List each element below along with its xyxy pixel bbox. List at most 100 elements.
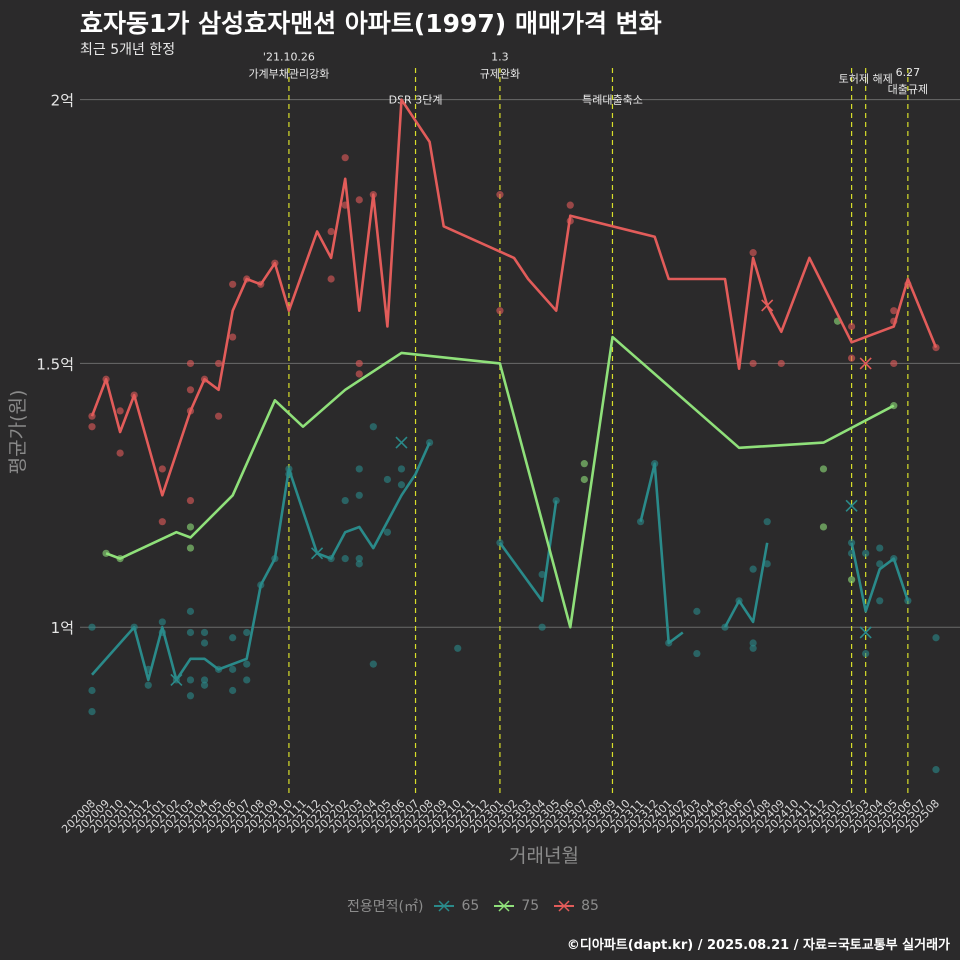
trade-point-65 (200, 681, 209, 689)
trade-point-85 (215, 359, 223, 368)
trade-point-65 (862, 549, 870, 557)
y-axis-label: 평균가(원) (7, 390, 29, 475)
trade-point-85 (355, 196, 363, 204)
trade-point-65 (454, 644, 462, 652)
trade-point-65 (848, 539, 856, 547)
trade-point-65 (552, 496, 560, 505)
trade-point-65 (88, 686, 96, 695)
trade-point-65 (186, 607, 195, 615)
trade-point-75 (186, 523, 195, 531)
trade-point-65 (763, 560, 771, 568)
trade-point-85 (116, 407, 124, 415)
trade-point-85 (186, 496, 195, 505)
trade-point-65 (932, 766, 940, 774)
trade-point-65 (749, 639, 757, 647)
trade-point-65 (355, 491, 363, 499)
trade-point-65 (369, 423, 377, 431)
trade-point-65 (243, 628, 251, 637)
trade-point-65 (88, 707, 96, 716)
trade-point-85 (229, 280, 237, 288)
cancelled-mark-stroke (845, 499, 858, 512)
trade-point-65 (355, 465, 363, 473)
trade-point-85 (327, 275, 335, 283)
cancelled-mark-stroke (395, 436, 408, 449)
trade-point-85 (890, 307, 898, 315)
trade-point-65 (763, 518, 771, 526)
trade-point-65 (538, 623, 546, 631)
policy-event-label: 대출규제 (888, 83, 928, 96)
avg-price-line-85 (90, 98, 938, 497)
trade-point-85 (777, 359, 785, 368)
trade-point-75 (819, 465, 828, 473)
cancelled-mark-stroke (761, 299, 774, 312)
trade-point-75 (580, 460, 588, 468)
trade-point-85 (229, 333, 237, 341)
trade-point-85 (496, 191, 504, 199)
chart-title: 효자동1가 삼성효자맨션 아파트(1997) 매매가격 변화 (80, 9, 662, 38)
trade-point-65 (693, 649, 701, 658)
cancelled-trade-85 (859, 357, 872, 370)
trade-point-65 (355, 560, 363, 568)
trade-point-85 (355, 370, 363, 378)
source-caption: ©디아파트(dapt.kr) / 2025.08.21 / 자료=국토교통부 실… (566, 938, 950, 953)
trade-point-65 (693, 607, 701, 615)
trade-point-65 (383, 475, 391, 484)
trade-point-85 (566, 201, 574, 209)
trade-point-65 (229, 665, 237, 673)
trade-point-65 (243, 660, 251, 668)
legend-title: 전용면적(㎡) (347, 899, 424, 915)
trade-point-85 (158, 465, 166, 473)
cancelled-trade-65 (170, 673, 183, 687)
policy-event-label: 6.27 (896, 66, 921, 79)
trade-point-75 (186, 544, 195, 552)
trade-point-65 (229, 634, 237, 642)
trade-point-65 (876, 560, 884, 568)
trade-point-65 (876, 597, 884, 605)
trade-point-65 (341, 496, 349, 505)
trade-point-65 (749, 644, 757, 652)
legend-item-65: 65 (433, 898, 479, 914)
trade-point-65 (144, 681, 152, 689)
trade-point-65 (200, 628, 209, 637)
trade-point-85 (848, 354, 856, 362)
trade-point-65 (200, 639, 209, 647)
y-tick-label: 1억 (51, 619, 74, 637)
trade-point-85 (116, 449, 124, 457)
cancelled-trade-65 (311, 547, 324, 560)
avg-price-line-65 (639, 462, 684, 645)
legend-label-85: 85 (581, 898, 599, 914)
policy-event-label: DSR 3단계 (389, 94, 443, 107)
cancelled-mark-stroke (859, 626, 872, 639)
trade-point-85 (215, 412, 223, 420)
x-axis-label: 거래년월 (509, 845, 579, 867)
trade-point-65 (186, 628, 195, 637)
trade-point-85 (890, 359, 898, 368)
y-tick-label: 2억 (51, 92, 74, 110)
cancelled-trade-85 (761, 299, 774, 312)
cancelled-trade-65 (395, 436, 408, 449)
trade-point-65 (932, 634, 940, 642)
trade-point-65 (158, 618, 166, 626)
legend-swatch-85-icon (554, 900, 575, 912)
trade-point-65 (355, 555, 363, 563)
policy-event-label: 1.3 (491, 50, 509, 63)
trade-point-75 (848, 576, 856, 584)
chart-subtitle: 최근 5개년 한정 (80, 42, 176, 58)
cancelled-trade-65 (845, 499, 858, 512)
trade-point-85 (186, 359, 195, 368)
legend-swatch-65-icon (434, 900, 455, 912)
legend-label-75: 75 (521, 898, 540, 914)
trade-point-85 (158, 518, 166, 526)
trade-point-85 (749, 249, 757, 257)
policy-event-label: 특례대출축소 (582, 94, 643, 107)
trade-point-65 (876, 544, 884, 552)
cancelled-mark-stroke (170, 673, 183, 687)
trade-point-65 (749, 565, 757, 573)
avg-price-line-65 (498, 500, 558, 603)
trade-point-85 (327, 227, 335, 236)
avg-price-line-65 (723, 542, 769, 628)
trade-point-85 (848, 322, 856, 331)
cancelled-mark-stroke (859, 357, 872, 370)
trade-point-85 (496, 307, 504, 315)
